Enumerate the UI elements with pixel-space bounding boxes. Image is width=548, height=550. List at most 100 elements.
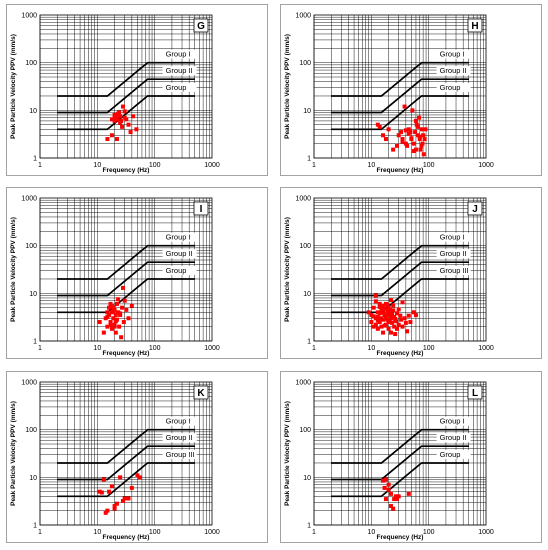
group-label-background [162,66,197,76]
y-tick-label: 10 [29,291,37,298]
data-point [101,330,106,335]
y-tick-label: 1000 [295,13,311,20]
y-axis-label: Peak Particle Velocity PPV (mm/s) [10,34,17,139]
data-point [383,313,388,318]
data-point [375,326,380,331]
data-point [386,326,391,331]
data-point [114,301,119,306]
data-point [113,330,118,335]
data-point [116,310,121,315]
panel-id: H [471,21,478,32]
y-tick-label: 10 [29,475,37,482]
data-point [369,313,374,318]
x-tick-label: 10 [93,162,101,169]
x-tick-label: 1000 [478,162,494,169]
y-tick-label: 100 [299,427,311,434]
data-point [385,309,390,314]
plot-area-border [313,381,487,526]
data-point [394,494,399,499]
criterion-line-1 [57,61,195,97]
data-point [119,335,124,340]
data-point [385,302,390,307]
data-point [382,485,387,490]
group-label-background [162,49,197,59]
data-point [386,313,391,318]
data-point [128,130,133,135]
data-point [381,303,386,308]
group-label: Group [440,83,461,92]
data-point [103,510,108,515]
data-point [112,112,117,117]
data-point [105,508,110,513]
criterion-line-1 [331,244,469,280]
data-point [390,320,395,325]
y-tick-label: 1000 [295,380,311,387]
panel-id-box [467,385,483,400]
group-label-background [436,66,471,76]
data-point [124,117,129,122]
data-point [366,310,371,315]
chart-svg: Group I Group II Group I 1 10 100 1000 1 10 100 100… [6,187,268,359]
data-point [391,308,396,313]
data-point [371,324,376,329]
data-point [403,141,408,146]
plot-area-border [39,381,213,526]
group-label: Group I [440,233,465,242]
group-label-background [436,433,471,443]
group-label-background [436,232,471,242]
data-point [388,504,393,509]
x-axis-label: Frequency (Hz) [103,350,150,357]
data-point [105,137,110,142]
data-point [406,491,411,496]
data-point [402,104,407,109]
data-point [421,152,426,157]
x-tick-label: 100 [423,162,435,169]
data-point [377,304,382,309]
data-point [419,127,424,132]
y-tick-label: 100 [299,243,311,250]
data-point [111,316,116,321]
group-label-background [162,249,197,259]
data-point [112,506,117,511]
panel-id-box [193,385,209,400]
group-label-background [162,265,197,275]
data-point [391,147,396,152]
data-points [381,477,411,511]
data-point [122,298,127,303]
data-point [105,314,110,319]
data-points [97,473,142,515]
data-point [391,303,396,308]
data-point [381,133,386,138]
data-point [381,317,386,322]
x-tick-label: 100 [149,529,161,536]
data-point [375,318,380,323]
y-tick-label: 10 [29,108,37,115]
chart-svg: Group I Group II Group H 1 10 100 1000 1 10 100 100… [280,4,542,176]
x-axis-label: Frequency (Hz) [103,167,150,174]
data-points [97,285,134,340]
data-point [113,319,118,324]
data-point [135,473,140,478]
data-point [392,314,397,319]
data-point [387,310,392,315]
plot-area-border [39,197,213,342]
x-tick-label: 10 [367,529,375,536]
data-point [99,490,104,495]
data-point [117,110,122,115]
data-point [406,127,411,132]
group-label-background [162,449,197,459]
chart-svg: Group I Group II Group G 1 10 100 1000 1 10 100 100… [6,4,268,176]
y-tick-label: 1000 [21,196,37,203]
x-tick-label: 10 [93,345,101,352]
data-point [114,115,119,120]
group-label: Group II [440,433,467,442]
panel-id-box [467,18,483,33]
group-label: Group III [166,450,195,459]
data-point [382,306,387,311]
data-point [400,300,405,305]
x-axis-label: Frequency (Hz) [377,167,424,174]
data-point [398,313,403,318]
data-point [406,313,411,318]
x-tick-label: 1000 [204,162,220,169]
data-point [420,141,425,146]
